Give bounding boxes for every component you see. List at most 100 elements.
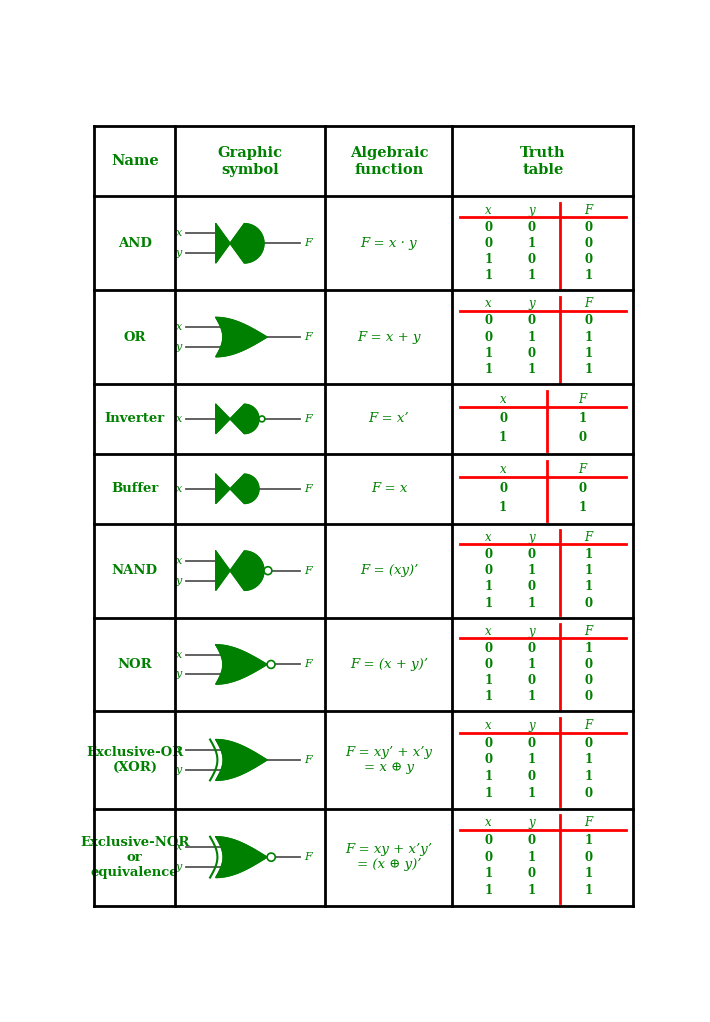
Text: y: y	[529, 817, 535, 829]
Text: 1: 1	[584, 642, 592, 655]
Text: 1: 1	[484, 269, 493, 282]
Text: 0: 0	[584, 850, 592, 864]
Text: 0: 0	[528, 221, 536, 234]
Text: 0: 0	[579, 482, 586, 496]
Text: F: F	[584, 297, 592, 311]
Text: 0: 0	[484, 737, 493, 750]
Text: Exclusive-OR
(XOR): Exclusive-OR (XOR)	[86, 746, 183, 774]
Text: NAND: NAND	[111, 564, 158, 577]
Text: y: y	[175, 863, 182, 873]
Text: 1: 1	[584, 564, 592, 577]
Polygon shape	[216, 474, 259, 504]
Text: F: F	[304, 659, 312, 669]
Text: F = xy + x’y’
= (x ⊕ y)’: F = xy + x’y’ = (x ⊕ y)’	[345, 843, 432, 871]
Text: 0: 0	[484, 330, 493, 343]
Text: x: x	[500, 393, 506, 406]
Text: F = x · y: F = x · y	[361, 237, 417, 249]
Text: 1: 1	[499, 501, 507, 514]
Polygon shape	[216, 405, 259, 433]
Text: F: F	[304, 238, 312, 248]
Text: F: F	[304, 332, 312, 342]
Text: 1: 1	[484, 690, 493, 703]
Text: x: x	[500, 463, 506, 476]
Text: 1: 1	[584, 269, 592, 282]
Text: 0: 0	[528, 253, 536, 266]
Text: 0: 0	[528, 580, 536, 594]
Text: 1: 1	[528, 597, 536, 609]
Text: x: x	[486, 297, 492, 311]
Text: 1: 1	[584, 771, 592, 783]
Text: 1: 1	[528, 690, 536, 703]
Circle shape	[264, 567, 272, 574]
Text: y: y	[175, 342, 182, 352]
Text: 1: 1	[528, 884, 536, 897]
Text: 1: 1	[484, 253, 493, 266]
Text: 0: 0	[584, 690, 592, 703]
Text: 0: 0	[484, 753, 493, 766]
Text: 1: 1	[528, 330, 536, 343]
Text: 0: 0	[584, 597, 592, 609]
Circle shape	[259, 416, 265, 422]
Text: F = x’: F = x’	[368, 413, 409, 425]
Text: 0: 0	[484, 237, 493, 249]
Text: AND: AND	[118, 237, 152, 249]
Text: 1: 1	[584, 363, 592, 376]
Text: 1: 1	[584, 580, 592, 594]
Text: 1: 1	[528, 753, 536, 766]
Text: x: x	[486, 817, 492, 829]
Text: 1: 1	[584, 884, 592, 897]
Text: 1: 1	[499, 431, 507, 444]
Text: y: y	[529, 531, 535, 544]
Text: y: y	[175, 248, 182, 259]
Text: x: x	[175, 842, 182, 852]
Text: 0: 0	[528, 346, 536, 360]
Text: Buffer: Buffer	[111, 482, 158, 496]
Text: y: y	[529, 297, 535, 311]
Text: x: x	[175, 322, 182, 332]
Polygon shape	[216, 837, 267, 878]
Text: F: F	[304, 483, 312, 494]
Text: 0: 0	[579, 431, 586, 444]
Text: F = x: F = x	[371, 482, 407, 496]
Text: y: y	[529, 624, 535, 638]
Text: 0: 0	[484, 315, 493, 327]
Text: 0: 0	[528, 834, 536, 847]
Text: NOR: NOR	[117, 658, 152, 671]
Text: OR: OR	[124, 330, 146, 343]
Text: x: x	[486, 719, 492, 732]
Text: 1: 1	[528, 658, 536, 671]
Text: F: F	[579, 463, 586, 476]
Text: 1: 1	[484, 675, 493, 687]
Text: Graphic
symbol: Graphic symbol	[218, 146, 283, 177]
Text: F: F	[584, 531, 592, 544]
Text: 0: 0	[528, 315, 536, 327]
Text: 0: 0	[484, 642, 493, 655]
Text: 0: 0	[484, 564, 493, 577]
Text: F = x + y: F = x + y	[357, 330, 420, 343]
Text: 0: 0	[584, 253, 592, 266]
Text: 1: 1	[528, 363, 536, 376]
Text: 1: 1	[584, 346, 592, 360]
Text: x: x	[175, 229, 182, 238]
Text: 0: 0	[499, 413, 507, 425]
Text: 0: 0	[484, 548, 493, 561]
Text: x: x	[175, 414, 182, 424]
Text: x: x	[486, 203, 492, 217]
Text: 0: 0	[528, 548, 536, 561]
Text: 1: 1	[579, 413, 586, 425]
Text: 0: 0	[484, 834, 493, 847]
Text: Inverter: Inverter	[104, 413, 165, 425]
Text: Name: Name	[111, 154, 158, 169]
Text: 1: 1	[584, 834, 592, 847]
Text: 1: 1	[484, 884, 493, 897]
Text: 0: 0	[584, 237, 592, 249]
Text: y: y	[529, 719, 535, 732]
Text: 0: 0	[528, 675, 536, 687]
Text: F = xy’ + x’y
= x ⊕ y: F = xy’ + x’y = x ⊕ y	[345, 746, 432, 774]
Text: 0: 0	[584, 737, 592, 750]
Text: 1: 1	[528, 269, 536, 282]
Circle shape	[267, 660, 275, 668]
Text: 0: 0	[528, 771, 536, 783]
Text: F: F	[579, 393, 586, 406]
Text: 0: 0	[484, 658, 493, 671]
